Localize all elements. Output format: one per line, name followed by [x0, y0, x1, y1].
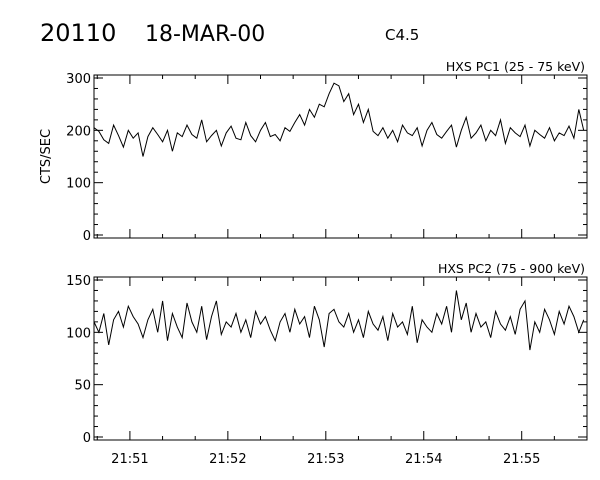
flare-class: C4.5	[385, 26, 419, 44]
y-tick-label: 100	[66, 177, 91, 192]
y-tick-label: 150	[66, 274, 91, 289]
observation-date: 18-MAR-00	[145, 22, 265, 47]
plot-frame	[93, 276, 588, 441]
plot-frame	[93, 74, 588, 239]
panel-2: 0 50 100 150 21:51 21:52 21:53 21:54 21:55 HXS PC…	[66, 261, 588, 467]
y-tick-label: 300	[66, 72, 91, 87]
x-tick-label: 21:53	[307, 452, 344, 467]
y-tick-label: 0	[83, 431, 91, 446]
event-id: 20110	[40, 19, 116, 47]
x-tick-label: 21:54	[405, 452, 442, 467]
y-tick-label: 200	[66, 124, 91, 139]
panel-title: HXS PC1 (25 - 75 keV)	[446, 59, 585, 74]
panel-title: HXS PC2 (75 - 900 keV)	[438, 261, 585, 276]
series-line	[93, 82, 585, 157]
x-tick-label: 21:52	[209, 452, 246, 467]
x-tick-label: 21:51	[111, 452, 148, 467]
y-tick-label: 0	[83, 229, 91, 244]
y-axis-label: CTS/SEC	[39, 129, 54, 184]
x-tick-label: 21:55	[503, 452, 540, 467]
panel-1: 0 100 200 300 HXS PC1 (25 - 75 keV) CTS/SEC	[39, 59, 588, 244]
y-tick-label: 100	[66, 326, 91, 341]
series-line	[93, 290, 585, 351]
y-tick-label: 50	[74, 379, 91, 394]
